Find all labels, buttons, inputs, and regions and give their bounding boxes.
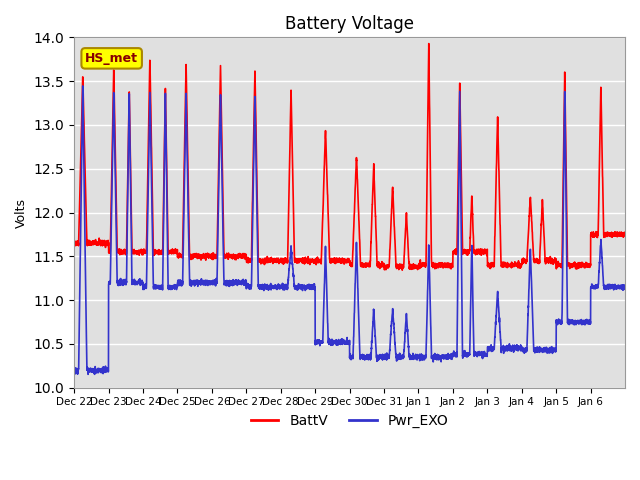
Line: Pwr_EXO: Pwr_EXO [74,86,625,374]
BattV [528,220,536,226]
Y-axis label: Volts: Volts [15,197,28,228]
Pwr_EXO [70,366,78,372]
Pwr_EXO [91,372,99,377]
Pwr_EXO [371,315,378,321]
Title: Battery Voltage: Battery Voltage [285,15,414,33]
Pwr_EXO [79,83,86,89]
BattV [399,267,406,273]
BattV [425,41,433,47]
BattV [621,231,629,237]
Pwr_EXO [400,352,408,358]
BattV [542,257,550,263]
BattV [370,167,378,172]
Text: HS_met: HS_met [85,52,138,65]
Pwr_EXO [542,347,550,353]
Pwr_EXO [528,290,536,296]
BattV [70,240,78,245]
BattV [184,187,192,193]
Pwr_EXO [185,228,193,234]
Pwr_EXO [621,283,629,288]
BattV [400,264,408,270]
Line: BattV: BattV [74,44,625,270]
Pwr_EXO [501,345,509,350]
BattV [501,260,509,265]
Legend: BattV, Pwr_EXO: BattV, Pwr_EXO [245,408,454,433]
